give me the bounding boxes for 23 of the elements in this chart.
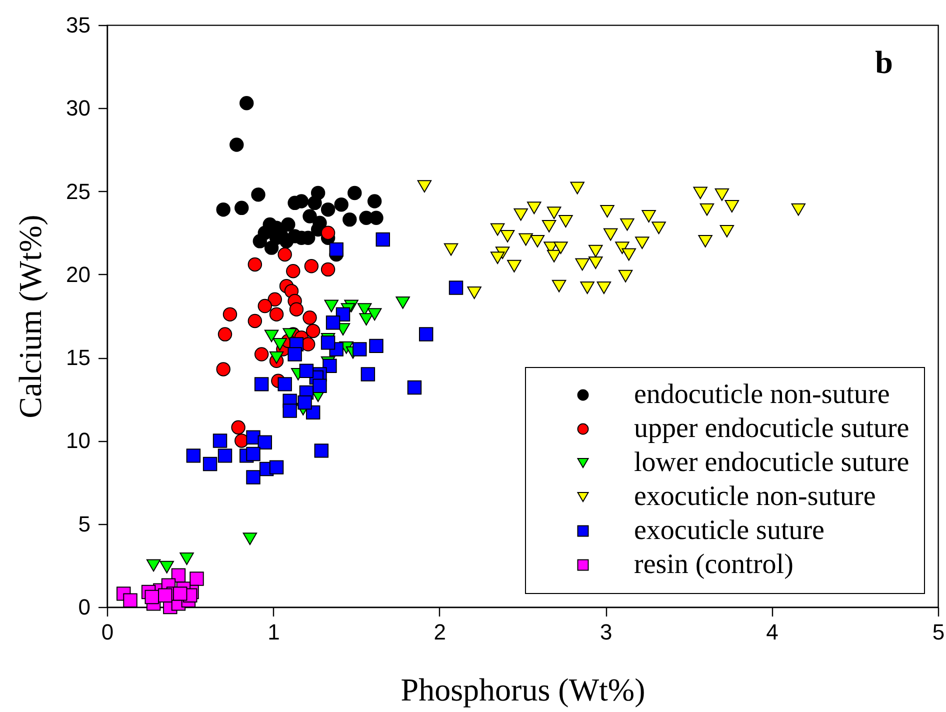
y-tick-label: 5 [78, 511, 90, 536]
x-tick-label: 2 [434, 620, 446, 644]
x-tick-label: 5 [932, 620, 945, 644]
x-tick-label: 4 [766, 620, 778, 644]
legend-label: resin (control) [634, 549, 794, 580]
annotation: b [875, 44, 893, 80]
x-axis-title: Phosphorus (Wt%) [400, 672, 646, 708]
legend-label: exocuticle suture [634, 515, 824, 546]
y-tick-label: 25 [66, 178, 90, 204]
x-tick-label: 1 [268, 620, 280, 644]
legend-label: upper endocuticle suture [634, 413, 910, 444]
legend-label: endocuticle non-suture [634, 379, 890, 410]
x-tick-label: 3 [600, 620, 612, 644]
y-tick-label: 15 [66, 345, 90, 370]
x-tick-label: 0 [101, 620, 114, 644]
y-tick-label: 0 [78, 594, 90, 620]
y-tick-label: 20 [66, 262, 90, 287]
y-tick-label: 10 [66, 428, 90, 454]
y-axis-title: Calcium (Wt%) [12, 214, 48, 418]
legend-label: exocuticle non-suture [634, 481, 876, 512]
legend-label: lower endocuticle suture [634, 447, 910, 478]
y-tick-label: 35 [66, 12, 90, 38]
y-tick-label: 30 [66, 96, 90, 121]
